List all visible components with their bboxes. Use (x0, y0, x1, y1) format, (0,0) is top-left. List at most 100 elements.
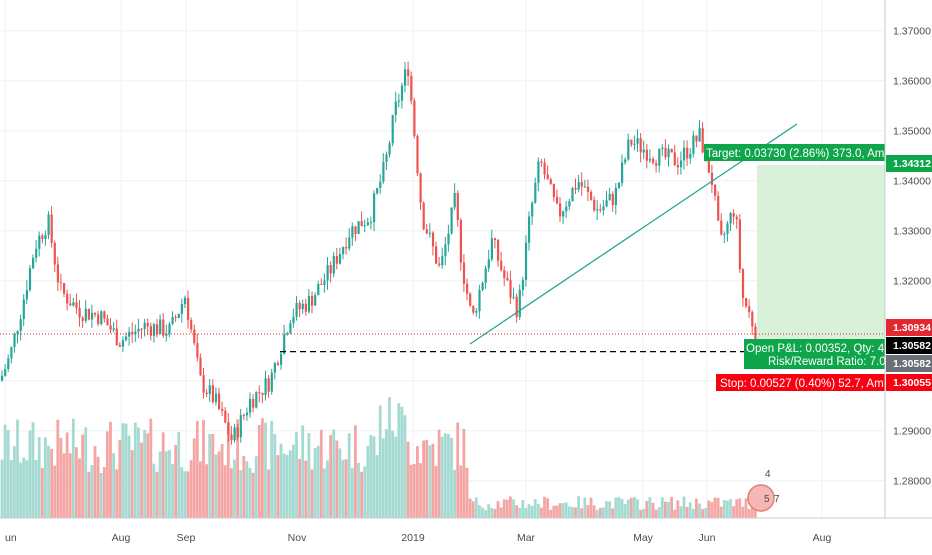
volume-bar (279, 443, 283, 518)
candle-body (493, 238, 497, 241)
candle-body (295, 303, 298, 317)
volume-bar (443, 433, 447, 518)
volume-bar (468, 498, 472, 518)
volume-bar (50, 448, 53, 518)
candle-body (574, 188, 577, 190)
candle-body (546, 174, 549, 180)
volume-bar (617, 497, 621, 518)
volume-bar (688, 502, 692, 518)
volume-bar (0, 459, 4, 518)
candle-body (100, 311, 103, 324)
candle-body (143, 322, 146, 329)
candle-body (410, 75, 413, 101)
volume-bar (673, 509, 677, 518)
candle-body (580, 182, 583, 187)
volume-bar (605, 501, 608, 518)
volume-bar (602, 507, 605, 518)
candle-body (103, 311, 106, 319)
candle-body (543, 162, 546, 175)
candle-body (66, 293, 69, 304)
volume-bar (270, 420, 274, 518)
volume-bar (577, 496, 580, 518)
volume-bar (155, 471, 159, 518)
candle-body (97, 314, 100, 324)
candle-body (540, 161, 543, 163)
last-price-tag: 1.30934 (886, 319, 932, 336)
candle-body (438, 263, 441, 266)
volume-bar (161, 432, 165, 518)
entry-price-tag-bg (886, 337, 932, 354)
candle-body (338, 253, 342, 264)
volume-bar (623, 504, 627, 518)
stop-price-tag-bg (886, 374, 932, 391)
volume-bar (735, 499, 739, 518)
x-tick-label: May (633, 532, 654, 544)
volume-bar (137, 427, 140, 518)
volume-bar (186, 471, 190, 518)
candle-body (673, 152, 676, 166)
volume-bar (109, 421, 112, 518)
volume-bar (732, 506, 735, 518)
candle-body (689, 153, 692, 159)
candle-body (286, 333, 289, 335)
candle-body (304, 303, 307, 312)
volume-bar (667, 501, 670, 518)
volume-bar (37, 437, 41, 518)
candle-body (177, 313, 180, 318)
price-axis[interactable] (885, 0, 932, 518)
volume-bar (422, 440, 425, 518)
candle-body (745, 297, 748, 307)
candle-body (667, 148, 670, 158)
candle-body (416, 135, 419, 174)
candle-body (183, 297, 187, 305)
volume-bar (394, 436, 398, 518)
volume-bar (462, 428, 466, 518)
volume-bar (738, 498, 742, 518)
volume-bar (354, 425, 357, 518)
time-axis[interactable] (0, 518, 932, 550)
candle-body (593, 199, 596, 211)
candle-body (118, 345, 121, 347)
candle-body (456, 193, 459, 221)
volume-bar (236, 419, 239, 518)
events-icon-label-3: 7 (774, 494, 780, 505)
volume-bar (211, 434, 215, 518)
volume-bar (499, 507, 503, 518)
candle-body (369, 222, 373, 224)
target-price-tag: 1.34312 (886, 155, 932, 172)
volume-bar (304, 460, 308, 518)
candle-body (264, 378, 267, 395)
volume-bar (493, 509, 497, 518)
volume-bar (78, 458, 81, 518)
y-tick-label: 1.33000 (893, 226, 931, 238)
volume-bar (456, 422, 460, 518)
candle-body (326, 265, 329, 281)
candle-body (354, 226, 357, 234)
volume-bar (437, 429, 441, 518)
candle-body (735, 216, 738, 220)
volume-bar (31, 422, 35, 518)
volume-bar (28, 430, 32, 518)
volume-bar (636, 499, 639, 518)
events-icon[interactable]: 4 5 7 (747, 469, 780, 512)
volume-bar (338, 448, 342, 518)
volume-bar (633, 496, 636, 518)
volume-bar (385, 429, 388, 518)
candle-body (249, 398, 252, 413)
target-label[interactable]: Target: 0.03730 (2.86%) 373.0, Amo (704, 144, 891, 161)
candle-body (633, 143, 636, 145)
volume-bar (713, 497, 717, 518)
x-tick-label: Nov (288, 532, 307, 544)
stop-label[interactable]: Stop: 0.00527 (0.40%) 52.7, Am (716, 374, 885, 391)
volume-bar (381, 438, 385, 518)
volume-bar (3, 424, 7, 518)
position-info-label[interactable]: Open P&L: 0.00352, Qty: 41 Risk/Reward R… (744, 339, 892, 369)
volume-bar (512, 499, 515, 518)
candle-body (81, 317, 84, 321)
volume-bar (87, 471, 91, 518)
candle-body (462, 262, 466, 284)
candle-body (515, 296, 518, 317)
candle-body (441, 256, 444, 266)
